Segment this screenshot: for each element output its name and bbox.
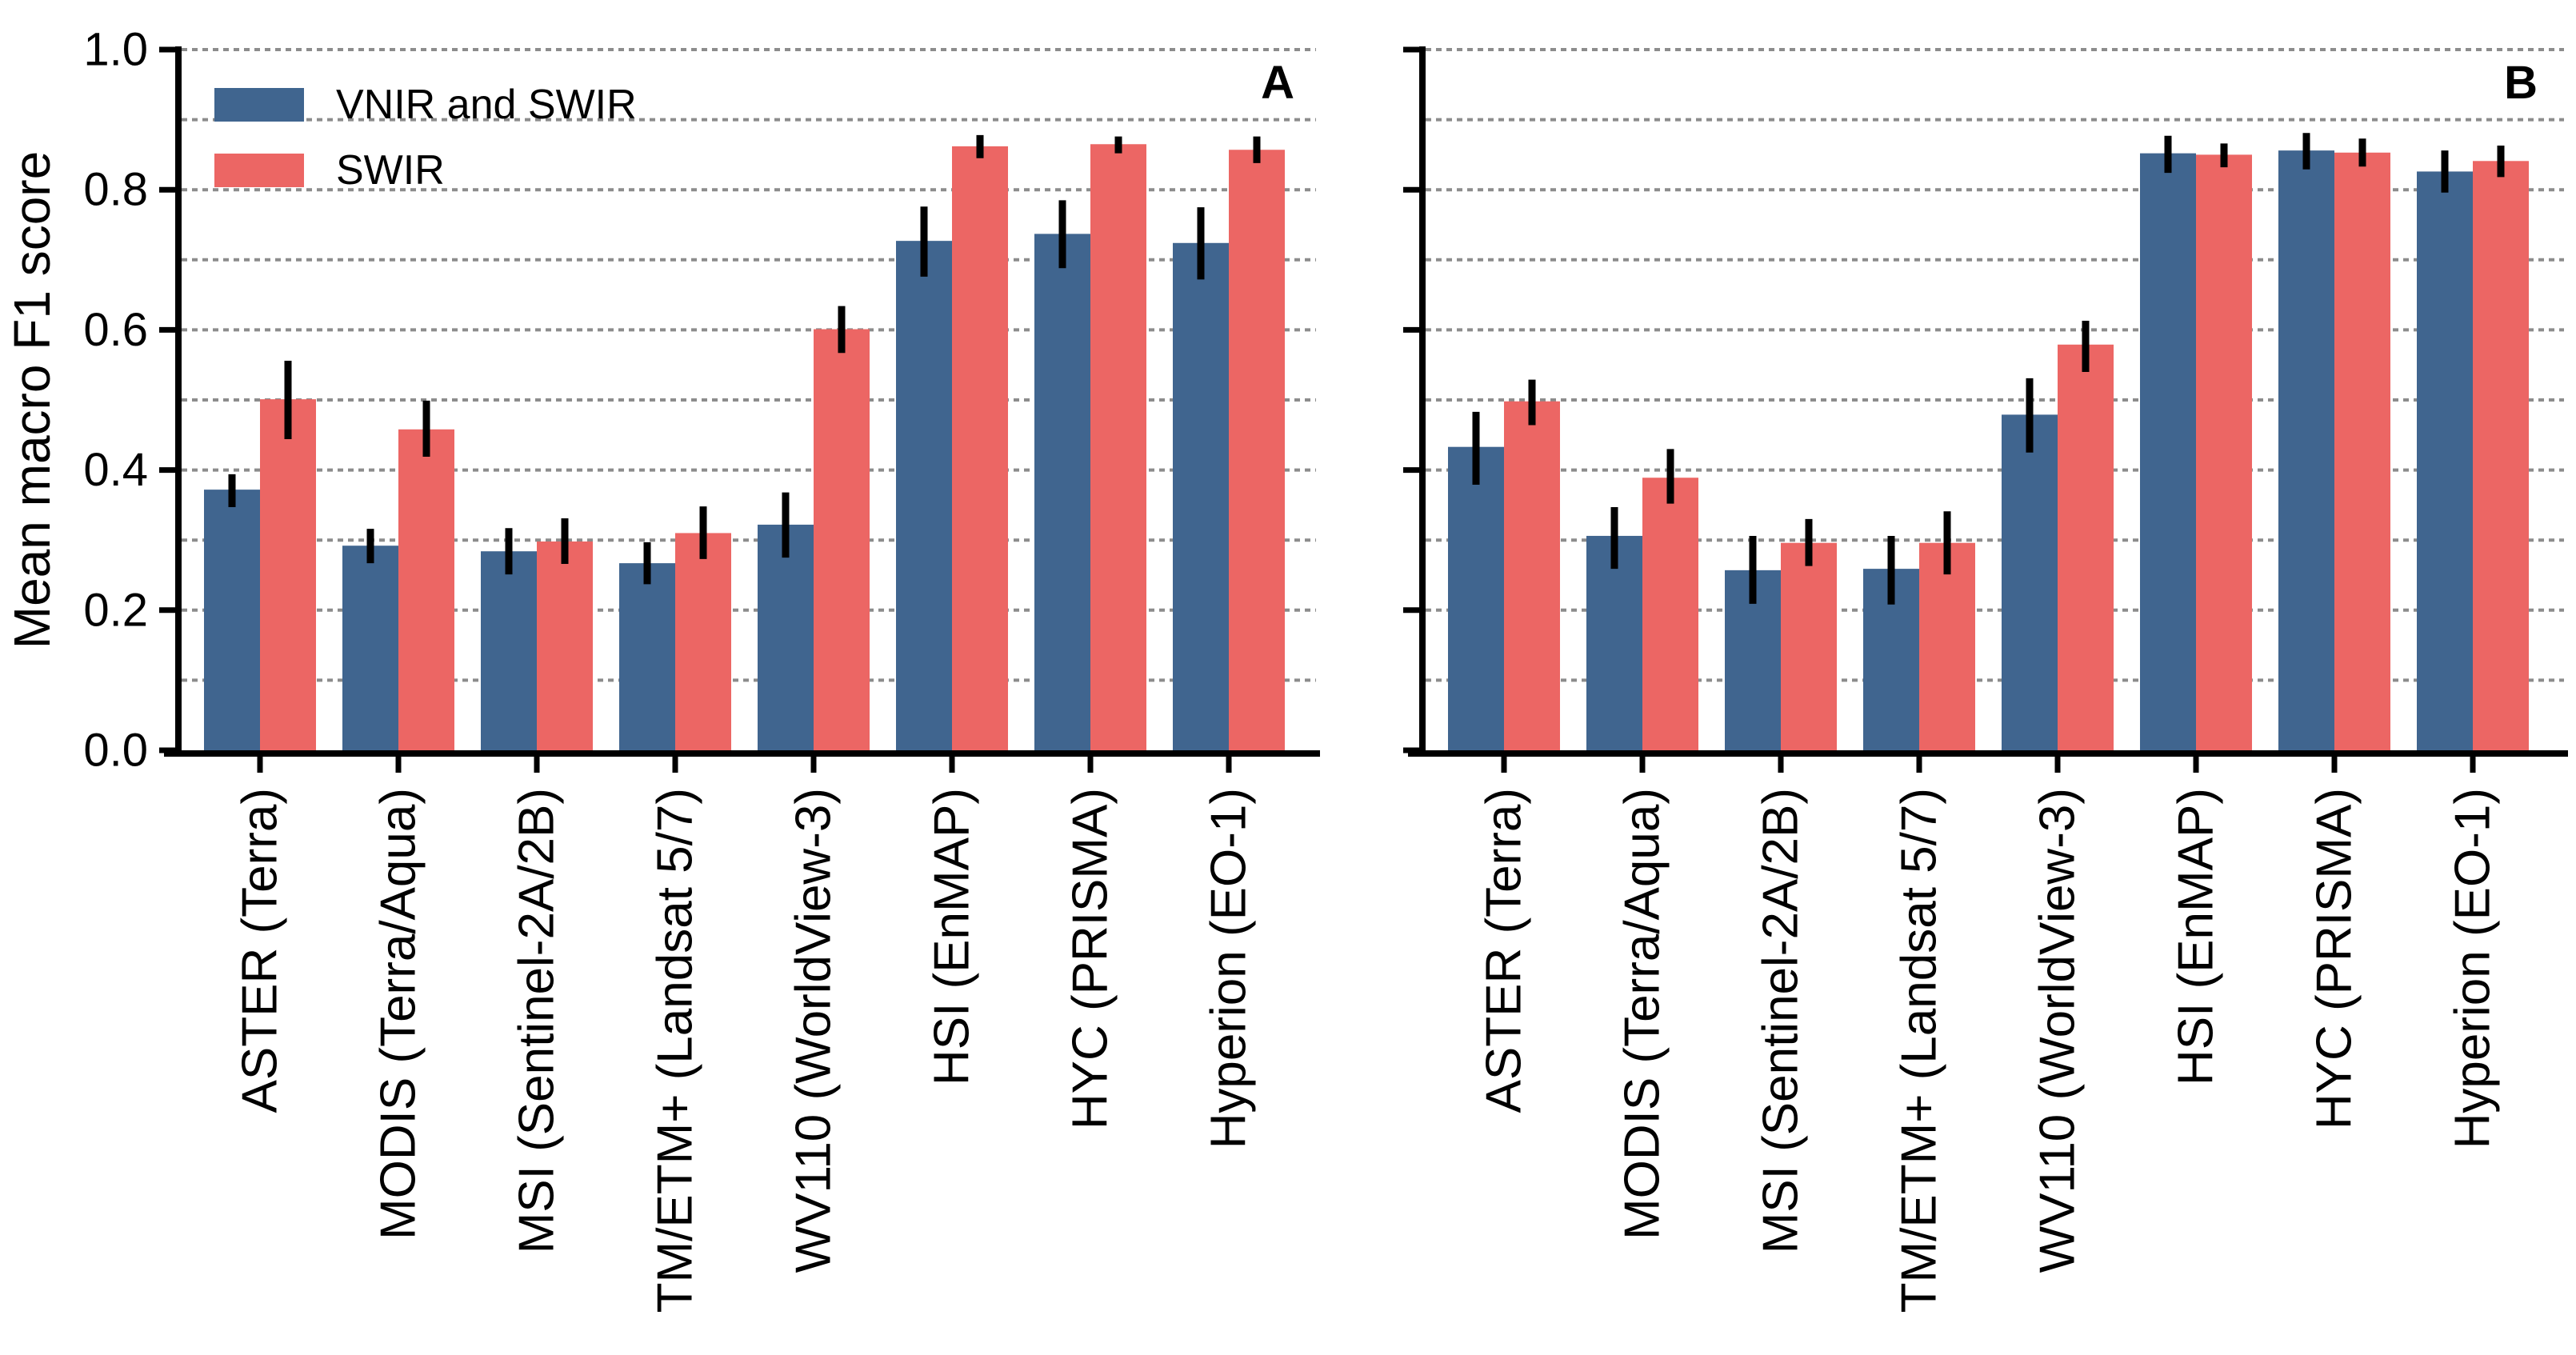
x-category-label: MSI (Sentinel-2A/2B) <box>1754 788 1809 1253</box>
bar-vnir-swir <box>2417 171 2473 750</box>
legend-label-vnir-swir: VNIR and SWIR <box>336 82 637 128</box>
bar-vnir-swir <box>1448 446 1504 750</box>
bar-swir <box>1781 542 1837 750</box>
bar-vnir-swir <box>2002 414 2058 750</box>
y-tick-label: 0.8 <box>83 164 148 216</box>
bar-swir <box>1504 401 1560 750</box>
bar-vnir-swir <box>204 490 260 750</box>
bar-swir <box>2058 344 2114 750</box>
bar-swir <box>1642 478 1698 750</box>
x-category-label: MSI (Sentinel-2A/2B) <box>510 788 565 1253</box>
bar-swir <box>1229 150 1285 750</box>
bar-vnir-swir <box>619 563 675 750</box>
y-tick-label: 1.0 <box>83 24 148 76</box>
bar-swir <box>814 329 870 750</box>
bar-swir <box>260 399 316 750</box>
x-category-label: WV110 (WorldView-3) <box>786 788 842 1273</box>
x-category-label: HSI (EnMAP) <box>2169 788 2224 1085</box>
y-tick-label: 0.4 <box>83 444 148 496</box>
panel-letter: B <box>2504 57 2538 109</box>
x-category-label: Hyperion (EO-1) <box>2446 788 2501 1149</box>
bar-swir <box>2473 161 2529 750</box>
panel-letter: A <box>1261 57 1294 109</box>
bar-vnir-swir <box>2278 150 2334 751</box>
bar-vnir-swir <box>2140 153 2196 750</box>
x-category-label: WV110 (WorldView-3) <box>2030 788 2086 1273</box>
y-tick-label: 0.2 <box>83 584 148 636</box>
x-category-label: MODIS (Terra/Aqua) <box>371 788 426 1240</box>
bar-swir <box>1090 144 1146 750</box>
x-category-label: Hyperion (EO-1) <box>1202 788 1257 1149</box>
bar-swir <box>2196 154 2252 750</box>
bar-vnir-swir <box>1586 535 1642 750</box>
bar-vnir-swir <box>896 241 952 750</box>
bar-vnir-swir <box>758 524 814 750</box>
x-category-label: MODIS (Terra/Aqua) <box>1615 788 1670 1240</box>
bar-swir <box>398 429 454 750</box>
x-category-label: TM/ETM+ (Landsat 5/7) <box>648 788 703 1313</box>
bar-swir <box>1919 542 1975 750</box>
y-axis-title: Mean macro F1 score <box>3 151 61 649</box>
x-category-label: ASTER (Terra) <box>233 788 288 1113</box>
legend-label-swir: SWIR <box>336 147 445 194</box>
legend-swatch-swir <box>214 154 304 187</box>
legend-swatch-vnir-swir <box>214 88 304 122</box>
bar-swir <box>2334 152 2390 751</box>
x-category-label: HYC (PRISMA) <box>1063 788 1118 1129</box>
y-tick-label: 0.0 <box>83 725 148 777</box>
bar-vnir-swir <box>1173 242 1229 750</box>
bar-vnir-swir <box>342 546 398 750</box>
y-tick-label: 0.6 <box>83 304 148 356</box>
x-category-label: ASTER (Terra) <box>1477 788 1532 1113</box>
x-category-label: HSI (EnMAP) <box>925 788 980 1085</box>
x-category-label: TM/ETM+ (Landsat 5/7) <box>1892 788 1947 1313</box>
x-category-label: HYC (PRISMA) <box>2307 788 2362 1129</box>
bar-vnir-swir <box>481 551 537 750</box>
bar-swir <box>675 533 731 750</box>
bar-swir <box>952 146 1008 750</box>
bar-vnir-swir <box>1034 234 1090 750</box>
bar-swir <box>537 541 593 750</box>
